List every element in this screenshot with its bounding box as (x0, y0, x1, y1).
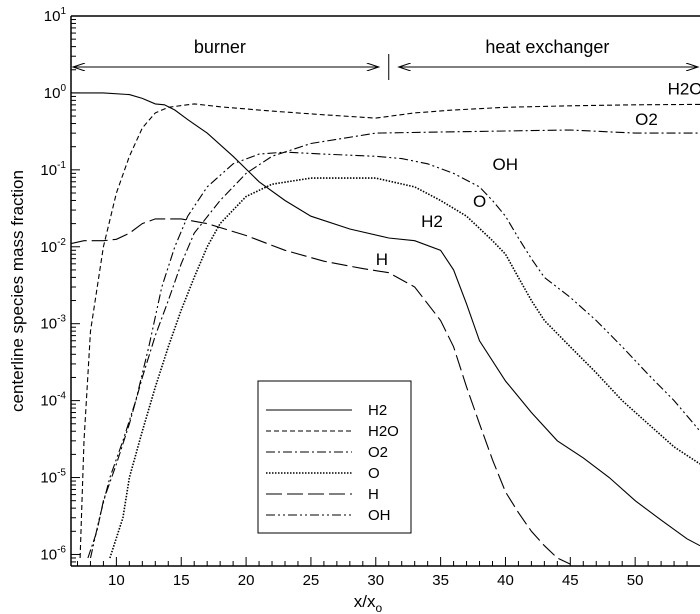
curve-label-oh: OH (492, 155, 518, 174)
series-line-h2o (79, 103, 700, 559)
axis-ticks (71, 15, 688, 566)
y-tick-label: 10-6 (40, 544, 66, 563)
legend-label-h2: H2 (368, 402, 387, 419)
legend-label-o2: O2 (368, 444, 388, 461)
x-axis-title: x/xo (354, 592, 383, 614)
y-tick-label: 10-3 (40, 314, 66, 333)
legend-label-h2o: H2O (368, 423, 399, 440)
x-tick-label: 20 (238, 572, 255, 589)
series-line-h (71, 218, 571, 565)
x-tick-label: 50 (627, 572, 644, 589)
tick-labels: 10 15 20 25 30 35 40 45 50 101 100 10-1 10-2 10-3 10-4… (40, 6, 643, 589)
series-line-o (109, 177, 700, 559)
legend-label-oh: OH (368, 507, 391, 524)
region-annotations: burner heat exchanger (73, 37, 698, 80)
species-curves (71, 92, 700, 565)
x-tick-label: 10 (108, 572, 125, 589)
region-label-1: heat exchanger (485, 37, 609, 57)
series-line-h2 (71, 92, 700, 547)
legend-box (257, 380, 412, 534)
series-line-oh (89, 151, 700, 559)
curve-label-h2o: H2O (668, 80, 700, 99)
y-tick-label: 10-2 (40, 237, 66, 256)
y-tick-label: 10-1 (40, 160, 66, 179)
x-axis-title-main: x/x (354, 592, 376, 611)
y-axis-title: centerline species mass fraction (8, 170, 27, 412)
curve-label-h: H (376, 250, 388, 269)
x-tick-label: 45 (562, 572, 579, 589)
x-tick-label: 30 (367, 572, 384, 589)
y-tick-label: 10-4 (40, 391, 66, 410)
region-label-0: burner (194, 37, 246, 57)
x-tick-label: 15 (173, 572, 190, 589)
x-axis-title-sub: o (376, 601, 383, 614)
curve-label-o2: O2 (635, 110, 658, 129)
y-tick-label: 100 (44, 83, 67, 102)
x-tick-label: 35 (432, 572, 449, 589)
legend-label-h: H (368, 486, 379, 503)
series-line-o2 (87, 129, 700, 559)
curve-label-o: O (473, 192, 486, 211)
legend: H2 H2O O2 OH OH (257, 380, 412, 534)
y-tick-label: 10-5 (40, 468, 66, 487)
x-tick-label: 25 (303, 572, 320, 589)
legend-label-o: O (368, 465, 380, 482)
y-tick-label: 101 (44, 6, 67, 25)
curve-label-h2: H2 (421, 212, 443, 231)
x-tick-label: 40 (497, 572, 514, 589)
